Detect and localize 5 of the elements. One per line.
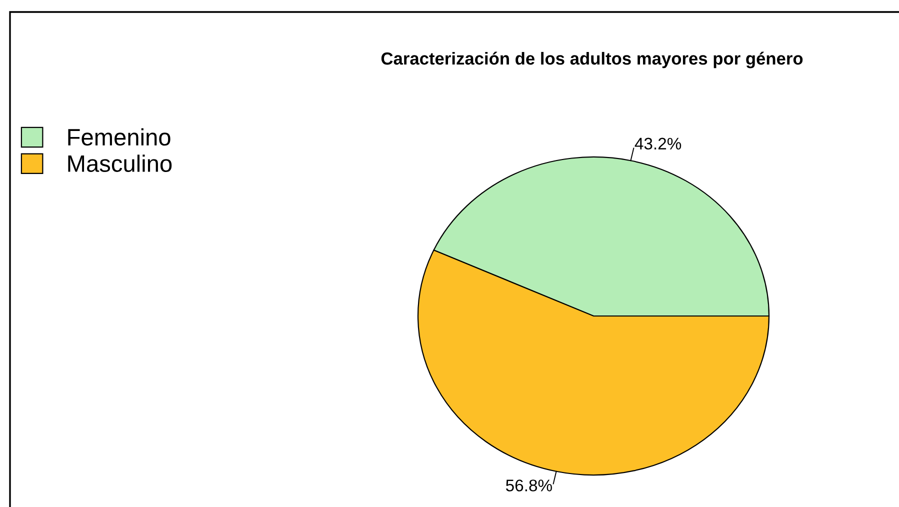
data-label: 43.2% (634, 138, 682, 150)
chart-title: Caracterización de los adultos mayores por género (381, 52, 803, 68)
legend-label: Masculino (68, 154, 172, 172)
data-label: 56.8% (506, 480, 552, 492)
legend-label: Femenino (68, 128, 170, 146)
